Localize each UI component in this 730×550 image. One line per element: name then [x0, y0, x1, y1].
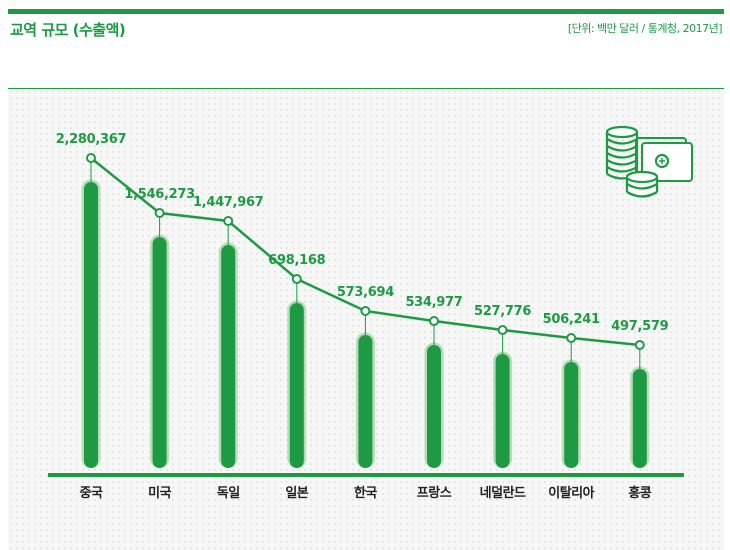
bar-1 — [152, 237, 167, 468]
line-point — [154, 208, 165, 218]
category-label: 미국 — [148, 485, 171, 501]
top-accent-bar — [8, 9, 724, 14]
category-label: 일본 — [285, 486, 308, 501]
value-label: 534,977 — [405, 295, 462, 310]
category-label: 이탈리아 — [548, 485, 594, 501]
coins-and-banknotes-icon — [605, 125, 693, 198]
value-label: 506,241 — [543, 312, 600, 327]
category-label: 네덜란드 — [480, 485, 526, 501]
category-labels-layer: 중국 미국 독일 일본 한국 프랑스 네덜란드 이탈리아 홍콩 — [80, 485, 653, 501]
line-point — [497, 325, 508, 335]
value-label: 1,546,273 — [124, 187, 195, 202]
line-point — [634, 340, 645, 350]
bar-8 — [632, 369, 647, 468]
category-label: 홍콩 — [628, 485, 651, 501]
bar-2 — [221, 245, 236, 468]
source-note: [단위: 백만 달러 / 통계청, 2017년] — [567, 22, 723, 35]
category-label: 독일 — [217, 486, 240, 501]
line-point — [86, 153, 96, 163]
bar-6 — [495, 354, 510, 468]
bar-5 — [427, 345, 441, 468]
bar-7 — [564, 362, 579, 468]
line-point — [429, 316, 439, 326]
category-label: 중국 — [80, 486, 103, 501]
bar-0 — [84, 182, 98, 468]
value-label: 1,447,967 — [193, 195, 264, 210]
bar-4 — [358, 335, 373, 468]
category-label: 프랑스 — [417, 486, 452, 501]
value-label: 527,776 — [474, 304, 531, 319]
trend-line-layer — [86, 153, 645, 350]
line-point — [566, 333, 577, 343]
value-label: 698,168 — [268, 253, 325, 268]
line-point — [291, 274, 302, 284]
value-label: 573,694 — [337, 285, 394, 300]
category-label: 한국 — [354, 485, 377, 501]
line-point — [360, 306, 371, 316]
value-label: 2,280,367 — [56, 132, 127, 147]
baseline — [48, 473, 684, 477]
line-point — [223, 216, 234, 226]
bars-layer — [81, 158, 650, 468]
chart-title: 교역 규모 (수출액) — [10, 21, 126, 39]
header-divider — [8, 88, 724, 89]
value-label: 497,579 — [611, 319, 668, 334]
bar-3 — [289, 303, 304, 468]
